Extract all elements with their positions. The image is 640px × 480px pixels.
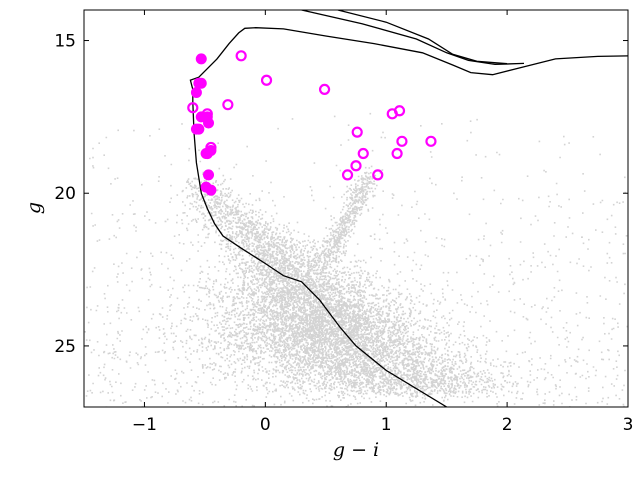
y-tick-label: 25: [54, 337, 76, 357]
x-tick-label: 3: [623, 415, 634, 435]
isochrone-line: [337, 10, 508, 65]
member-star-filled: [193, 77, 205, 89]
x-tick-label: 0: [260, 415, 271, 435]
x-tick-label: 2: [502, 415, 513, 435]
y-tick-label: 20: [54, 184, 76, 204]
y-axis-label: g: [23, 202, 45, 214]
member-star-filled: [195, 53, 207, 65]
member-star-open: [205, 141, 217, 154]
plot-frame: [83, 9, 629, 408]
member-star-filled: [190, 123, 202, 135]
field-star-points: [84, 112, 628, 407]
member-star-filled: [203, 117, 215, 129]
member-star-open: [372, 169, 384, 181]
x-tick-label: −1: [132, 415, 157, 435]
y-tick-label: 15: [54, 32, 76, 52]
member-star-open: [318, 83, 331, 96]
x-axis-label: g − i: [333, 439, 379, 461]
member-star-open: [222, 99, 234, 111]
axis-ticks: −1 0 1 2 3 15 20 25: [54, 10, 633, 435]
x-tick-label: 1: [381, 415, 392, 435]
isochrone-lines: [189, 10, 628, 407]
member-star-open: [425, 135, 437, 147]
member-star-open: [235, 50, 247, 62]
member-star-markers: [187, 50, 437, 196]
isochrone-line: [189, 27, 628, 407]
member-star-open: [201, 108, 213, 120]
member-star-open: [386, 108, 398, 120]
field-star-cloud: [84, 112, 628, 407]
member-star-open: [260, 74, 273, 86]
member-star-open: [341, 169, 354, 181]
member-star-open: [357, 147, 369, 160]
isochrone-line: [301, 10, 525, 66]
member-star-filled: [205, 184, 217, 196]
member-star-open: [351, 126, 363, 138]
member-star-filled: [190, 86, 202, 98]
member-star-open: [187, 102, 199, 114]
member-star-open: [350, 160, 362, 172]
member-star-open: [391, 147, 403, 160]
member-star-open: [396, 135, 408, 147]
member-star-filled: [203, 169, 215, 181]
